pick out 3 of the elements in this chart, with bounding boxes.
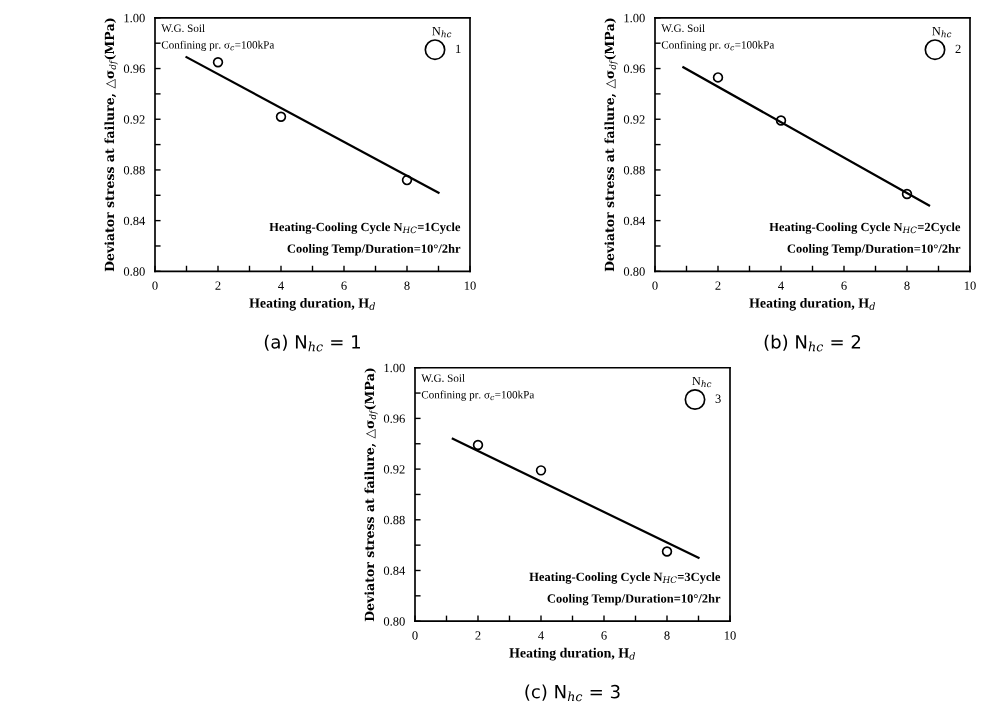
text: (a) N$_{hc}$ = 1	[264, 334, 360, 352]
text: (c) N$_{hc}$ = 3	[525, 684, 620, 702]
text: (b) N$_{hc}$ = 2	[764, 334, 861, 352]
